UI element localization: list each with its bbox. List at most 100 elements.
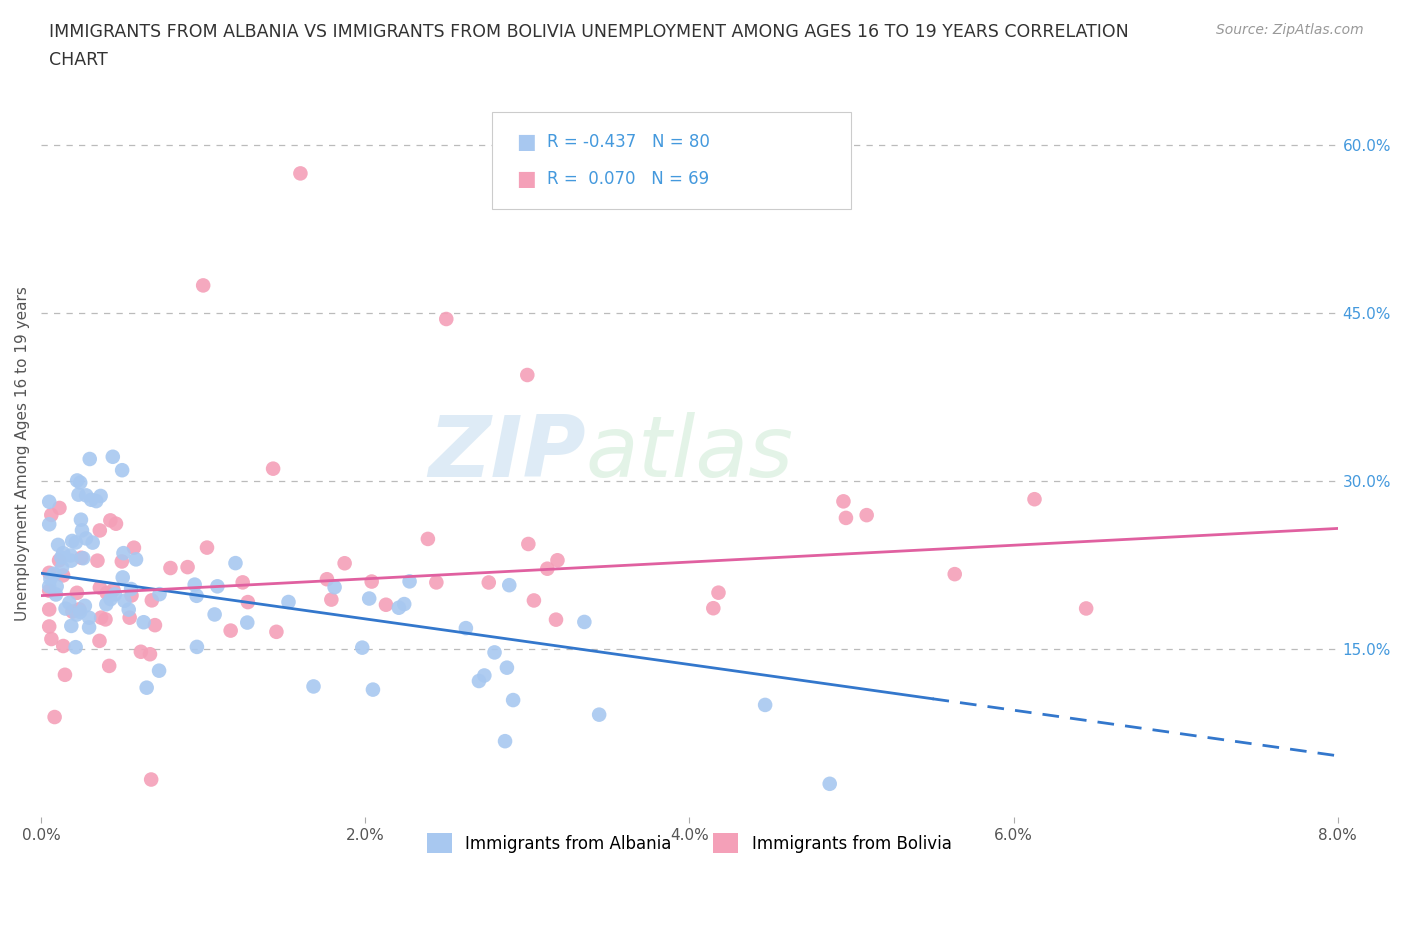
Point bbox=[104, 516, 127, 531]
Point bbox=[416, 531, 439, 546]
Point bbox=[472, 668, 495, 683]
Point bbox=[1024, 492, 1046, 507]
Point bbox=[90, 488, 112, 503]
Point bbox=[103, 582, 125, 597]
Point bbox=[38, 578, 60, 593]
Point bbox=[111, 554, 134, 569]
Point bbox=[122, 540, 145, 555]
Point bbox=[118, 602, 141, 617]
Point bbox=[89, 523, 111, 538]
Point bbox=[120, 581, 142, 596]
Point bbox=[224, 556, 246, 571]
Point bbox=[143, 618, 166, 632]
Point bbox=[818, 777, 841, 791]
Point bbox=[84, 494, 107, 509]
Point bbox=[494, 734, 516, 749]
Point bbox=[943, 566, 966, 581]
Point bbox=[114, 593, 136, 608]
Point bbox=[77, 610, 100, 625]
Point bbox=[112, 546, 135, 561]
Point bbox=[236, 615, 259, 630]
Point bbox=[544, 612, 567, 627]
Point bbox=[48, 553, 70, 568]
Point bbox=[111, 463, 134, 478]
Point bbox=[75, 488, 97, 503]
Point bbox=[754, 698, 776, 712]
Point bbox=[38, 619, 60, 634]
Point bbox=[498, 578, 520, 592]
Point bbox=[118, 610, 141, 625]
Point bbox=[207, 578, 229, 593]
Point bbox=[80, 492, 103, 507]
Point bbox=[38, 583, 60, 598]
Point bbox=[38, 565, 60, 580]
Point bbox=[69, 604, 91, 619]
Point bbox=[333, 556, 356, 571]
Point bbox=[55, 601, 77, 616]
Point bbox=[484, 645, 506, 660]
Point bbox=[60, 534, 83, 549]
Point bbox=[89, 633, 111, 648]
Point bbox=[195, 540, 218, 555]
Point bbox=[1076, 601, 1098, 616]
Point bbox=[52, 568, 75, 583]
Point bbox=[478, 575, 501, 590]
Point bbox=[232, 575, 254, 590]
Point bbox=[69, 475, 91, 490]
Point bbox=[316, 572, 339, 587]
Point bbox=[96, 586, 118, 601]
Point bbox=[707, 585, 730, 600]
Point bbox=[86, 553, 108, 568]
Point bbox=[835, 511, 858, 525]
Point bbox=[536, 562, 558, 577]
Point bbox=[60, 618, 83, 633]
Point bbox=[193, 278, 215, 293]
Point bbox=[574, 615, 596, 630]
Point bbox=[266, 624, 288, 639]
Point bbox=[90, 610, 112, 625]
Point bbox=[139, 646, 162, 661]
Point bbox=[392, 597, 415, 612]
Point bbox=[186, 589, 208, 604]
Point bbox=[66, 585, 89, 600]
Point bbox=[65, 535, 87, 550]
Point bbox=[111, 570, 134, 585]
Point bbox=[58, 595, 80, 610]
Point bbox=[46, 538, 69, 552]
Point bbox=[398, 574, 420, 589]
Point bbox=[66, 607, 89, 622]
Point bbox=[94, 612, 117, 627]
Point bbox=[496, 660, 519, 675]
Point bbox=[302, 679, 325, 694]
Point bbox=[361, 683, 384, 698]
Point bbox=[375, 597, 398, 612]
Point bbox=[219, 623, 242, 638]
Point bbox=[183, 578, 205, 592]
Point bbox=[70, 523, 93, 538]
Point bbox=[321, 592, 343, 607]
Text: IMMIGRANTS FROM ALBANIA VS IMMIGRANTS FROM BOLIVIA UNEMPLOYMENT AMONG AGES 16 TO: IMMIGRANTS FROM ALBANIA VS IMMIGRANTS FR… bbox=[49, 23, 1129, 41]
Point bbox=[89, 580, 111, 595]
Point bbox=[176, 560, 198, 575]
Point bbox=[101, 449, 124, 464]
Point bbox=[855, 508, 877, 523]
Point bbox=[72, 551, 94, 565]
Point bbox=[70, 551, 93, 565]
Text: Source: ZipAtlas.com: Source: ZipAtlas.com bbox=[1216, 23, 1364, 37]
Point bbox=[323, 579, 346, 594]
Y-axis label: Unemployment Among Ages 16 to 19 years: Unemployment Among Ages 16 to 19 years bbox=[15, 286, 30, 621]
Point bbox=[236, 594, 259, 609]
Point bbox=[159, 561, 181, 576]
Point bbox=[96, 597, 118, 612]
Point bbox=[100, 513, 122, 528]
Point bbox=[516, 367, 538, 382]
Point bbox=[59, 548, 82, 563]
Point bbox=[141, 593, 163, 608]
Point bbox=[588, 707, 610, 722]
Point bbox=[39, 571, 62, 586]
Point bbox=[65, 640, 87, 655]
Point bbox=[98, 658, 121, 673]
Point bbox=[38, 602, 60, 617]
Point bbox=[48, 500, 70, 515]
Text: ■: ■ bbox=[516, 132, 536, 153]
